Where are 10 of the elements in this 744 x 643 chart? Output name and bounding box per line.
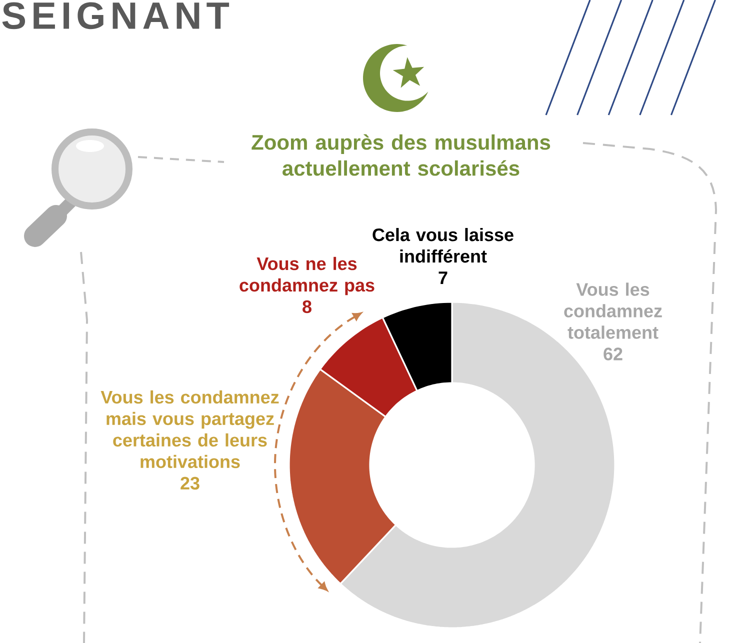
data-label: 8 bbox=[302, 300, 312, 314]
data-label: 23 bbox=[180, 476, 200, 490]
slice-label: Vous ne les condamnez pas bbox=[240, 256, 374, 296]
chart-title: Zoom auprès des musulmans actuellement scolarisés bbox=[252, 134, 550, 176]
slice-label: Vous les condamnez totalement bbox=[564, 282, 662, 339]
slice-label: Vous les condamnez mais vous partagez certaines de leurs motivations bbox=[100, 390, 279, 468]
data-label: 62 bbox=[604, 348, 622, 360]
slice-label: Cela vous laisse indifférent bbox=[372, 228, 514, 263]
data-label: 7 bbox=[438, 272, 448, 284]
text: SEIGNANT bbox=[2, 2, 230, 30]
